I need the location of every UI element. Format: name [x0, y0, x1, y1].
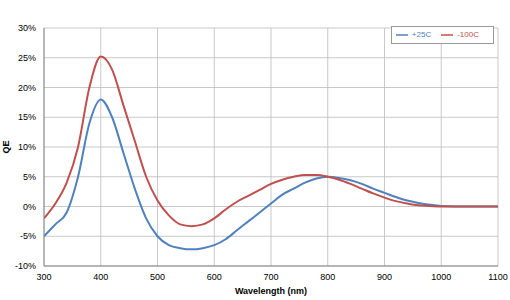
svg-text:900: 900 [377, 272, 392, 282]
html-text:+25C: +25C [411, 30, 432, 40]
svg-text:800: 800 [320, 272, 335, 282]
html-text:-100C: -100C [457, 30, 479, 40]
svg-text:5%: 5% [23, 172, 36, 182]
svg-text:25%: 25% [18, 53, 36, 63]
svg-text:300: 300 [36, 272, 51, 282]
svg-text:-5%: -5% [20, 231, 36, 241]
svg-text:1000: 1000 [431, 272, 451, 282]
svg-text:500: 500 [150, 272, 165, 282]
svg-text:Wavelength (nm): Wavelength (nm) [235, 286, 307, 296]
svg-text:10%: 10% [18, 142, 36, 152]
svg-text:15%: 15% [18, 112, 36, 122]
svg-text:700: 700 [263, 272, 278, 282]
svg-text:30%: 30% [18, 23, 36, 33]
svg-text:-10%: -10% [15, 261, 36, 271]
svg-text:400: 400 [93, 272, 108, 282]
svg-text:600: 600 [207, 272, 222, 282]
svg-text:QE: QE [8, 140, 11, 153]
svg-text:20%: 20% [18, 83, 36, 93]
svg-text:0%: 0% [23, 202, 36, 212]
svg-text:1100: 1100 [488, 272, 502, 282]
